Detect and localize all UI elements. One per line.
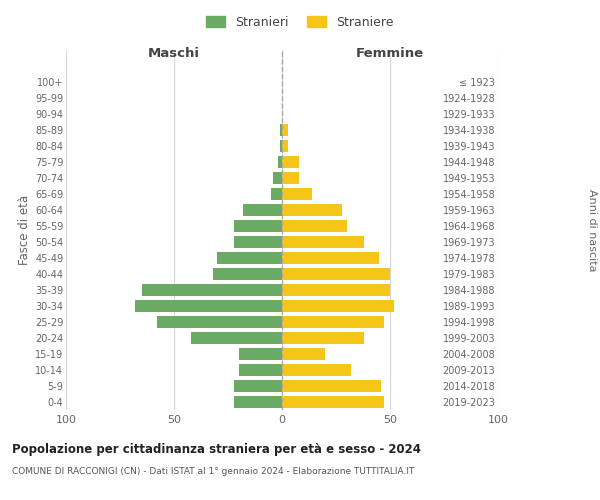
Text: Maschi: Maschi xyxy=(148,46,200,60)
Bar xyxy=(282,220,347,232)
Bar xyxy=(282,156,299,168)
Text: Popolazione per cittadinanza straniera per età e sesso - 2024: Popolazione per cittadinanza straniera p… xyxy=(12,442,421,456)
Text: Anni di nascita: Anni di nascita xyxy=(587,188,597,271)
Bar xyxy=(282,332,364,344)
Bar xyxy=(278,156,282,168)
Bar xyxy=(282,172,299,184)
Bar xyxy=(282,204,343,216)
Bar xyxy=(282,364,351,376)
Bar xyxy=(217,252,282,264)
Y-axis label: Fasce di età: Fasce di età xyxy=(17,195,31,265)
Bar xyxy=(239,364,282,376)
Bar xyxy=(282,348,325,360)
Bar xyxy=(191,332,282,344)
Bar xyxy=(280,124,282,136)
Bar xyxy=(280,140,282,152)
Bar xyxy=(282,188,312,200)
Bar xyxy=(282,124,289,136)
Bar xyxy=(282,284,390,296)
Bar xyxy=(235,396,282,408)
Bar xyxy=(282,268,390,280)
Bar xyxy=(271,188,282,200)
Bar xyxy=(157,316,282,328)
Bar xyxy=(235,220,282,232)
Bar xyxy=(142,284,282,296)
Bar xyxy=(282,316,383,328)
Text: Femmine: Femmine xyxy=(356,46,424,60)
Bar xyxy=(239,348,282,360)
Legend: Stranieri, Straniere: Stranieri, Straniere xyxy=(206,16,394,29)
Bar xyxy=(282,140,289,152)
Bar xyxy=(282,396,383,408)
Text: COMUNE DI RACCONIGI (CN) - Dati ISTAT al 1° gennaio 2024 - Elaborazione TUTTITAL: COMUNE DI RACCONIGI (CN) - Dati ISTAT al… xyxy=(12,468,415,476)
Bar xyxy=(274,172,282,184)
Bar xyxy=(135,300,282,312)
Bar xyxy=(235,236,282,248)
Bar xyxy=(235,380,282,392)
Bar xyxy=(282,236,364,248)
Bar xyxy=(282,300,394,312)
Bar xyxy=(213,268,282,280)
Bar xyxy=(282,380,382,392)
Bar xyxy=(243,204,282,216)
Bar xyxy=(282,252,379,264)
